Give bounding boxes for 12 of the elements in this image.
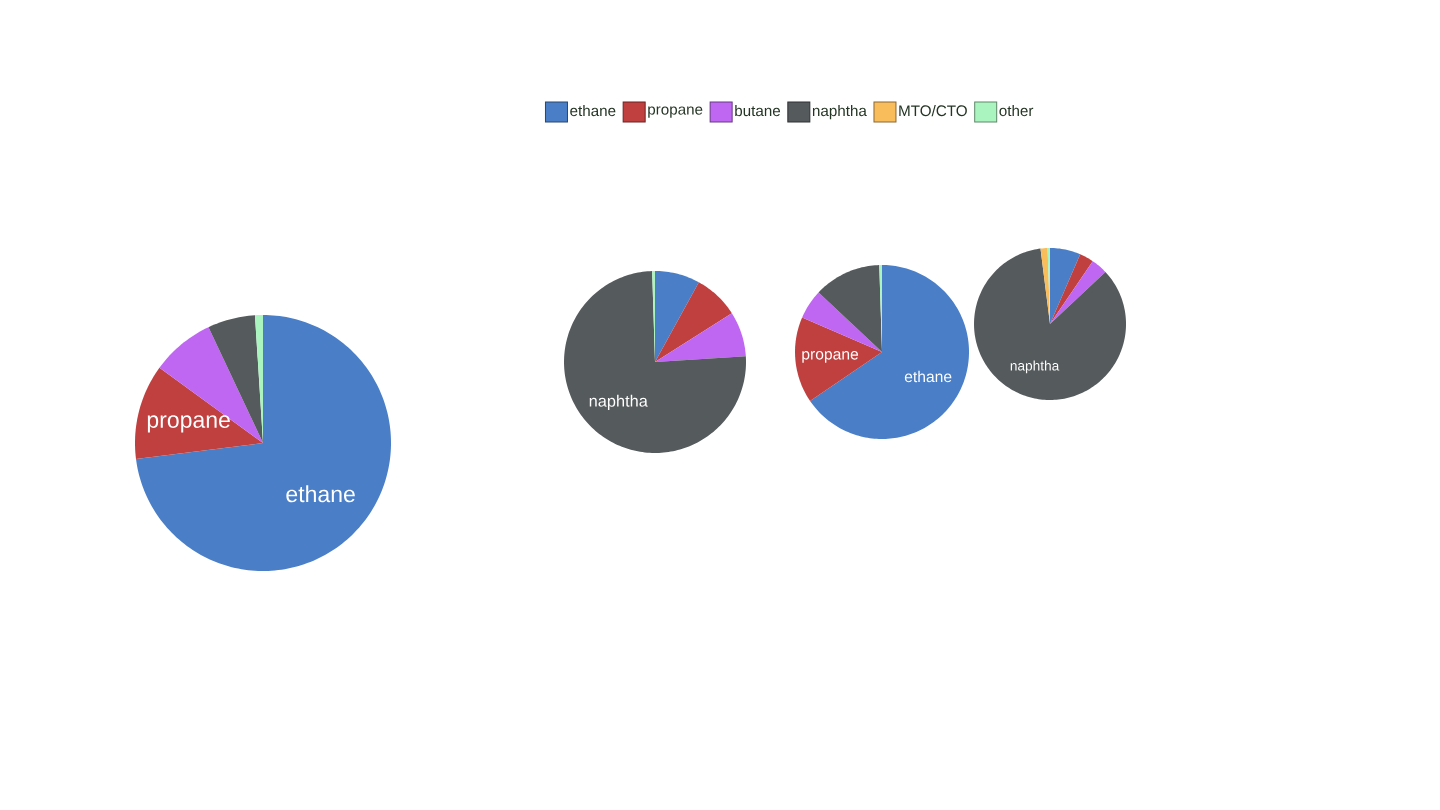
data-label: propane — [147, 415, 230, 433]
slice-label: propane — [802, 351, 859, 363]
legend-label: ethane — [570, 104, 616, 117]
slice-label: naphtha — [589, 394, 648, 411]
legend-label: naphtha — [812, 104, 867, 120]
slice-label: naphtha — [1010, 360, 1060, 374]
data-label: ethane — [286, 485, 355, 503]
legend-label: MTO/CTO — [899, 104, 967, 117]
legend-label: propane — [648, 106, 703, 118]
slice-label: ethane — [904, 370, 952, 383]
legend-label: butane — [735, 104, 781, 117]
legend-label: other — [999, 104, 1034, 117]
